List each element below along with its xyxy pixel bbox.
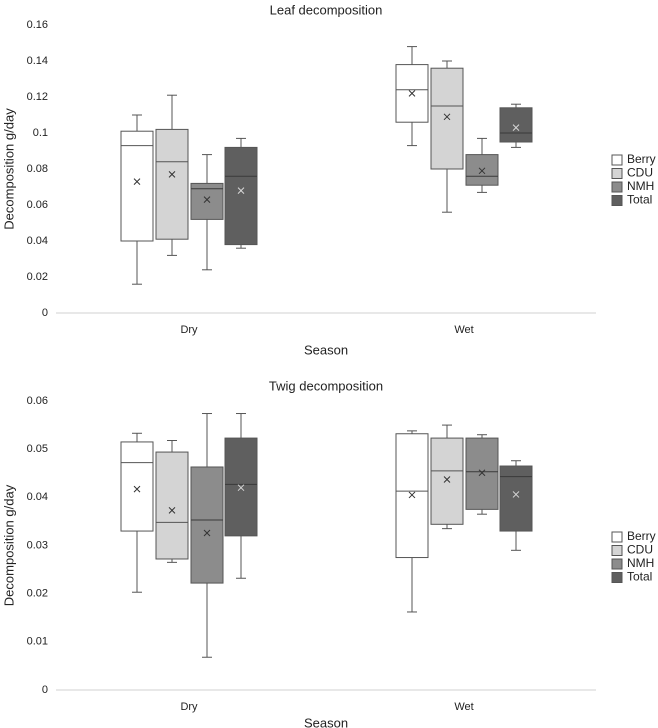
box-iqr [499, 107, 533, 143]
mean-marker [408, 90, 416, 97]
y-tick-label: 0.05 [27, 443, 48, 455]
box-nmh-wet [465, 137, 499, 193]
y-tick-label: 0.16 [27, 19, 48, 31]
mean-marker [408, 491, 416, 499]
box-iqr [120, 441, 154, 532]
mean-marker [512, 124, 520, 131]
y-tick-label: 0.06 [27, 395, 48, 407]
x-tick-label: Wet [454, 324, 473, 336]
legend-label-cdu: CDU [627, 166, 653, 180]
legend-label-berry: Berry [627, 529, 656, 543]
y-tick-label: 0.02 [27, 588, 48, 600]
y-tick-label: 0.02 [27, 271, 48, 283]
chart-panel-2: Twig decomposition 0 0.01 0.02 0.03 0.04 0.05 0… [1, 378, 655, 728]
mean-marker [168, 171, 176, 178]
legend-swatch-cdu [611, 545, 623, 556]
box-iqr [190, 182, 224, 220]
box-nmh-dry [190, 413, 224, 658]
box-iqr [465, 437, 499, 510]
legend-swatch-berry [611, 154, 623, 166]
box-total-wet [499, 103, 533, 148]
box-iqr [224, 146, 258, 246]
legend-swatch-nmh [611, 181, 623, 193]
box-total-dry [224, 413, 258, 579]
y-tick-label: 0 [42, 307, 48, 319]
legend-swatch-cdu [611, 168, 623, 179]
box-total-dry [224, 137, 258, 249]
box-iqr [465, 154, 499, 186]
y-tick-label: 0 [42, 684, 48, 696]
box-iqr [224, 437, 258, 537]
box-total-wet [499, 460, 533, 551]
mean-marker [133, 178, 141, 185]
legend-swatch-total [611, 195, 623, 206]
mean-marker [478, 167, 486, 175]
legend-label-total: Total [627, 570, 652, 584]
box-iqr [499, 465, 533, 532]
legend-swatch-berry [611, 531, 623, 543]
box-iqr [430, 437, 464, 525]
y-tick-label: 0.01 [27, 636, 48, 648]
box-berry-wet [395, 430, 429, 613]
mean-marker [443, 476, 451, 483]
mean-marker [512, 491, 520, 498]
x-tick-label: Wet [454, 701, 473, 713]
chart-title: Twig decomposition [269, 378, 383, 393]
mean-marker [133, 485, 141, 493]
y-tick-label: 0.08 [27, 163, 48, 175]
y-tick-label: 0.03 [27, 539, 48, 551]
y-axis-label: Decomposition g/day [1, 108, 16, 230]
x-axis-label: Season [304, 715, 348, 728]
x-tick-label: Dry [180, 701, 198, 713]
y-tick-label: 0.1 [33, 127, 48, 139]
y-axis-label: Decomposition g/day [1, 484, 16, 606]
mean-marker [203, 196, 211, 203]
legend-swatch-nmh [611, 558, 623, 570]
legend-label-nmh: NMH [627, 556, 654, 570]
chart-title: Leaf decomposition [270, 2, 383, 17]
box-cdu-dry [155, 439, 189, 563]
box-iqr [120, 130, 154, 242]
y-tick-label: 0.12 [27, 91, 48, 103]
y-tick-label: 0.04 [27, 491, 48, 503]
box-cdu-dry [155, 94, 189, 256]
mean-marker [237, 484, 245, 492]
box-berry-dry [120, 114, 154, 285]
box-berry-dry [120, 432, 154, 593]
box-cdu-wet [430, 60, 464, 213]
box-nmh-wet [465, 434, 499, 515]
legend-label-nmh: NMH [627, 179, 654, 193]
box-iqr [395, 433, 429, 559]
mean-marker [168, 506, 176, 514]
y-tick-label: 0.06 [27, 199, 48, 211]
legend-label-berry: Berry [627, 152, 656, 166]
mean-marker [443, 113, 451, 121]
box-iqr [155, 451, 189, 560]
box-iqr [430, 67, 464, 170]
y-tick-label: 0.04 [27, 235, 48, 247]
box-nmh-dry [190, 154, 224, 271]
box-iqr [190, 466, 224, 584]
box-cdu-wet [430, 424, 464, 530]
chart-panel-1: Leaf decomposition 0 0.02 0.04 0.06 0.08 0.1 0.… [1, 2, 655, 357]
y-tick-label: 0.14 [27, 55, 48, 67]
mean-marker [203, 529, 211, 537]
legend-label-cdu: CDU [627, 543, 653, 557]
box-berry-wet [395, 46, 429, 147]
mean-marker [237, 187, 245, 194]
box-iqr [155, 128, 189, 240]
legend-swatch-total [611, 572, 623, 583]
mean-marker [478, 469, 486, 477]
x-tick-label: Dry [180, 324, 198, 336]
x-axis-label: Season [304, 342, 348, 357]
legend-label-total: Total [627, 193, 652, 207]
